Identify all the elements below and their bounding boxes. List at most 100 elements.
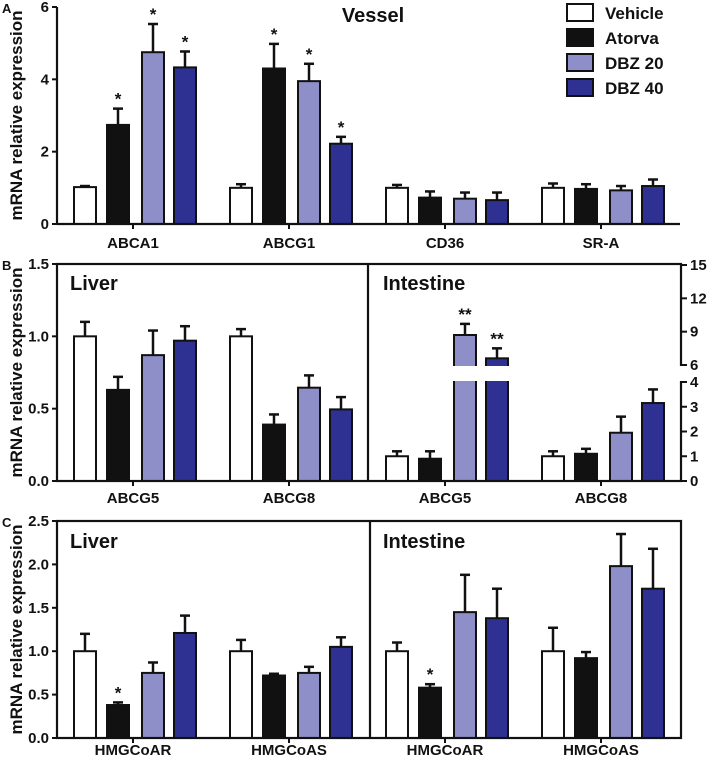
- bar: [609, 431, 633, 482]
- significance-marker: *: [115, 90, 122, 109]
- bar: [609, 565, 633, 739]
- bar: [418, 686, 442, 740]
- bar: [609, 189, 633, 226]
- bar: [106, 123, 130, 225]
- bar: [329, 645, 353, 739]
- y-tick-label: 1.0: [28, 643, 49, 660]
- significance-marker: **: [458, 305, 472, 324]
- significance-marker: *: [271, 25, 278, 44]
- x-tick-label: ABCG1: [263, 235, 316, 252]
- bar: [73, 335, 97, 483]
- y-tick-label: 0: [41, 216, 49, 233]
- legend-label: DBZ 20: [605, 54, 664, 73]
- y-tick-label: 4: [690, 374, 699, 391]
- significance-marker: *: [427, 665, 434, 684]
- bar: [541, 186, 565, 225]
- bar: [385, 186, 409, 225]
- bar: [297, 386, 321, 482]
- legend-label: Vehicle: [605, 4, 664, 23]
- bar: [541, 455, 565, 482]
- panel-title: Intestine: [383, 531, 465, 553]
- panel-letter: B: [2, 258, 11, 273]
- y-tick-label: 1.5: [28, 600, 49, 617]
- panel-title: Intestine: [383, 273, 465, 295]
- bar: [453, 611, 477, 740]
- y-axis-label: mRNA relative expression: [7, 267, 26, 477]
- x-tick-label: ABCG8: [575, 490, 628, 507]
- significance-marker: *: [338, 118, 345, 137]
- axis-break-gap: [369, 366, 680, 381]
- bar: [297, 80, 321, 226]
- x-tick-label: ABCG5: [419, 490, 472, 507]
- bar: [453, 197, 477, 225]
- y-tick-label: 2.5: [28, 513, 49, 530]
- axis-break-gap: [676, 366, 686, 381]
- bar: [297, 671, 321, 740]
- panel-letter: A: [2, 1, 12, 16]
- y-tick-label: 15: [690, 257, 707, 274]
- y-tick-label: 0.5: [28, 401, 49, 418]
- bar: [173, 66, 197, 225]
- bar: [173, 631, 197, 739]
- bar: [141, 51, 165, 226]
- significance-marker: *: [306, 45, 313, 64]
- legend-swatch: [566, 53, 594, 72]
- bar: [385, 650, 409, 740]
- y-tick-label: 12: [690, 290, 707, 307]
- bar: [106, 388, 130, 482]
- y-tick-label: 0.0: [28, 730, 49, 747]
- bar: [329, 408, 353, 483]
- y-tick-label: 6: [41, 0, 49, 16]
- bar: [641, 185, 665, 225]
- y-axis-label: mRNA relative expression: [7, 524, 26, 734]
- y-tick-label: 4: [41, 71, 50, 88]
- bar: [73, 186, 97, 225]
- y-axis-label: mRNA relative expression: [7, 10, 26, 220]
- y-tick-label: 0: [690, 473, 698, 490]
- y-tick-label: 6: [690, 357, 698, 374]
- bar: [485, 617, 509, 739]
- bar: [453, 334, 477, 482]
- panel-title: Liver: [70, 531, 118, 553]
- y-tick-label: 2.0: [28, 556, 49, 573]
- bar: [262, 67, 286, 225]
- y-tick-label: 1.0: [28, 328, 49, 345]
- bar: [641, 402, 665, 483]
- legend-label: DBZ 40: [605, 79, 664, 98]
- x-tick-label: ABCG5: [107, 490, 160, 507]
- x-tick-label: HMGCoAR: [95, 742, 172, 759]
- bar: [541, 650, 565, 740]
- bar: [385, 455, 409, 482]
- significance-marker: *: [150, 5, 157, 24]
- y-tick-label: 0.0: [28, 473, 49, 490]
- bar: [418, 457, 442, 483]
- y-tick-label: 0.5: [28, 687, 49, 704]
- x-tick-label: HMGCoAS: [251, 742, 327, 759]
- y-tick-label: 1: [690, 448, 698, 465]
- bar: [485, 199, 509, 226]
- panel-title: Liver: [70, 273, 118, 295]
- x-tick-label: HMGCoAS: [563, 742, 639, 759]
- bar: [262, 423, 286, 482]
- bar: [106, 704, 130, 739]
- bar: [141, 671, 165, 740]
- x-tick-label: HMGCoAR: [407, 742, 484, 759]
- legend-swatch: [566, 3, 594, 22]
- bar: [641, 587, 665, 739]
- x-tick-label: SR-A: [583, 235, 620, 252]
- y-tick-label: 3: [690, 399, 698, 416]
- bar: [73, 650, 97, 740]
- y-tick-label: 2: [690, 424, 698, 441]
- bar: [173, 339, 197, 482]
- panel-letter: C: [2, 515, 12, 530]
- y-tick-label: 1.5: [28, 256, 49, 273]
- significance-marker: *: [182, 32, 189, 51]
- bar: [262, 674, 286, 740]
- significance-marker: **: [490, 329, 504, 348]
- bar: [574, 187, 598, 225]
- legend-label: Atorva: [605, 29, 659, 48]
- legend-swatch: [566, 78, 594, 97]
- significance-marker: *: [115, 683, 122, 702]
- y-tick-label: 9: [690, 324, 698, 341]
